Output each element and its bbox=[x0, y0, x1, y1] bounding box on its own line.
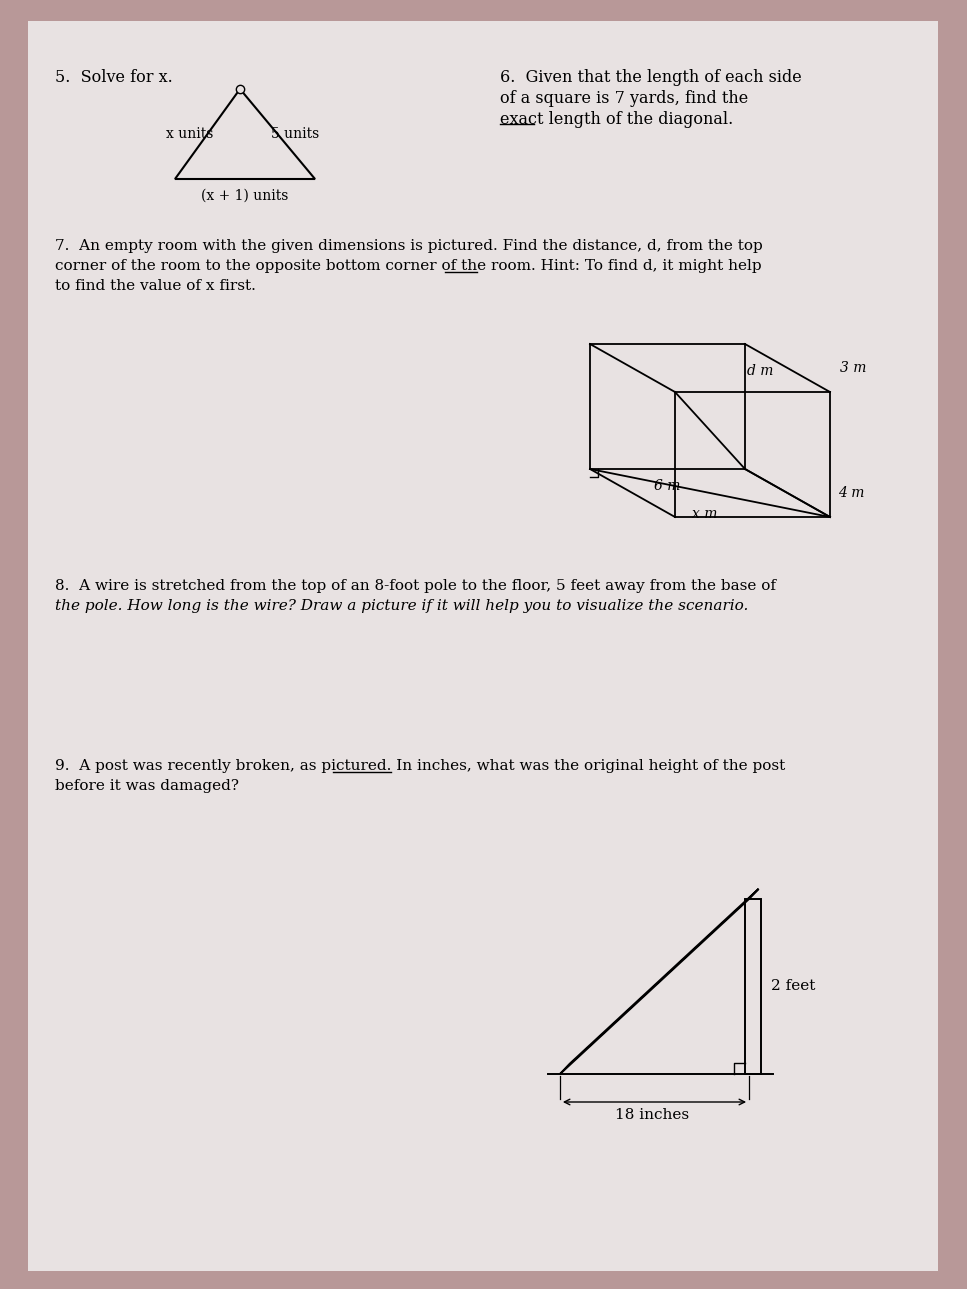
Text: 5 units: 5 units bbox=[272, 128, 320, 141]
Text: exact length of the diagonal.: exact length of the diagonal. bbox=[500, 111, 733, 128]
Text: the pole. How long is the wire? Draw a picture if it will help you to visualize : the pole. How long is the wire? Draw a p… bbox=[55, 599, 748, 614]
Text: corner of the room to the opposite bottom corner of the room. Hint: To find d, i: corner of the room to the opposite botto… bbox=[55, 259, 762, 273]
Text: of a square is 7 yards, find the: of a square is 7 yards, find the bbox=[500, 90, 748, 107]
Text: 5.  Solve for x.: 5. Solve for x. bbox=[55, 70, 173, 86]
Text: 9.  A post was recently broken, as pictured. In inches, what was the original he: 9. A post was recently broken, as pictur… bbox=[55, 759, 785, 773]
Text: to find the value of x first.: to find the value of x first. bbox=[55, 278, 256, 293]
Text: 6 m: 6 m bbox=[654, 480, 680, 492]
Text: before it was damaged?: before it was damaged? bbox=[55, 779, 239, 793]
Text: 7.  An empty room with the given dimensions is pictured. Find the distance, d, f: 7. An empty room with the given dimensio… bbox=[55, 238, 763, 253]
Text: x units: x units bbox=[165, 128, 213, 141]
Text: 18 inches: 18 inches bbox=[615, 1109, 689, 1121]
Text: 4 m: 4 m bbox=[838, 486, 864, 500]
Text: 3 m: 3 m bbox=[840, 361, 866, 375]
Text: 8.  A wire is stretched from the top of an 8-foot pole to the floor, 5 feet away: 8. A wire is stretched from the top of a… bbox=[55, 579, 776, 593]
Text: 6.  Given that the length of each side: 6. Given that the length of each side bbox=[500, 70, 802, 86]
Polygon shape bbox=[28, 21, 938, 1271]
Text: d m: d m bbox=[747, 363, 774, 378]
Text: (x + 1) units: (x + 1) units bbox=[201, 189, 289, 202]
Text: x m: x m bbox=[692, 507, 718, 521]
Text: 2 feet: 2 feet bbox=[771, 980, 815, 994]
